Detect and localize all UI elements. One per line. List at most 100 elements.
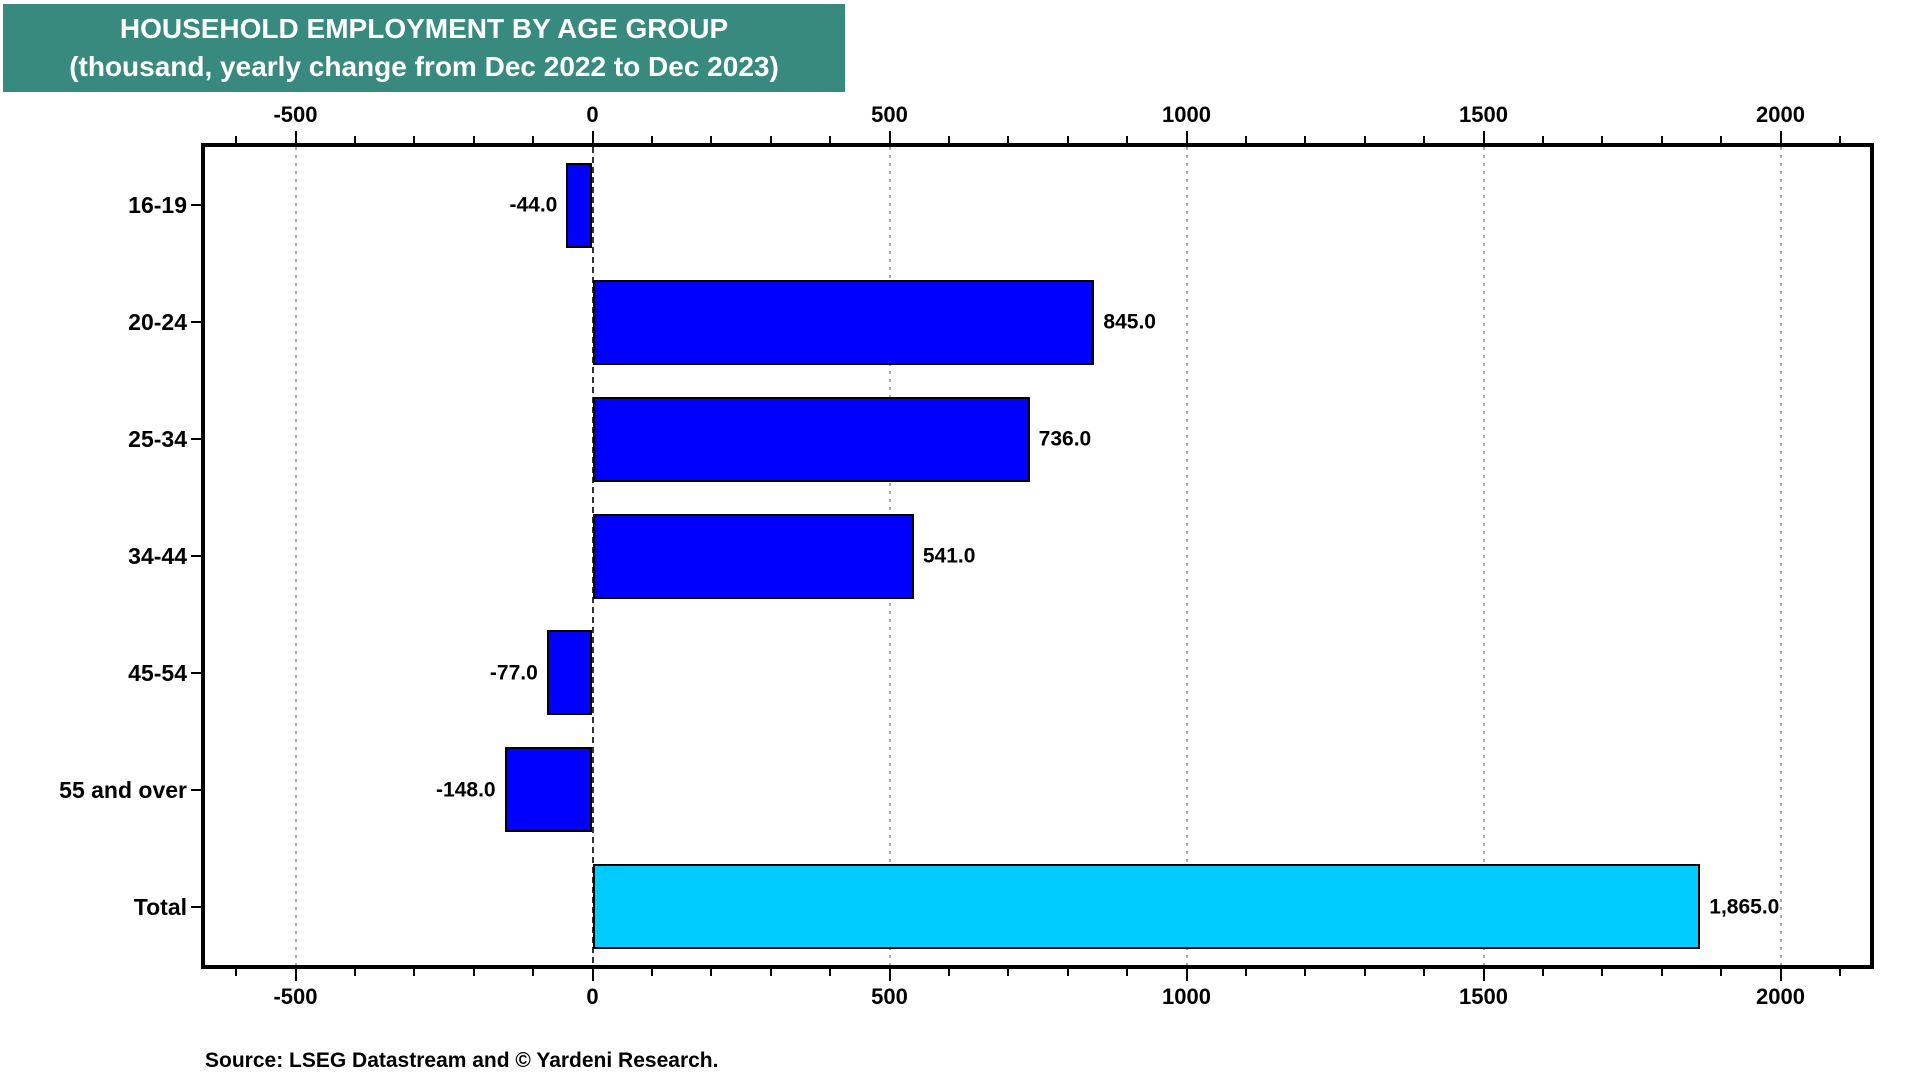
category-tick-16-19 (191, 204, 201, 207)
chart-title: HOUSEHOLD EMPLOYMENT BY AGE GROUP (119, 13, 729, 44)
top-minor-tick-400 (829, 136, 832, 143)
bottom-major-tick-0 (591, 969, 594, 981)
category-tick-55-and-over (191, 788, 201, 791)
value-label-20-24: 845.0 (1103, 310, 1156, 334)
chart-title-banner: HOUSEHOLD EMPLOYMENT BY AGE GROUP (thous… (3, 4, 845, 92)
category-label-45-54: 45-54 (128, 659, 187, 686)
bottom-minor-tick--400 (353, 969, 356, 976)
bottom-minor-tick--100 (532, 969, 535, 976)
top-major-tick-1500 (1482, 131, 1485, 143)
bottom-minor-tick-1900 (1720, 969, 1723, 976)
bottom-minor-tick-2100 (1838, 969, 1841, 976)
top-axis-label-500: 500 (871, 102, 908, 127)
bottom-minor-tick--200 (472, 969, 475, 976)
category-label-total: Total (133, 893, 187, 920)
value-label-total: 1,865.0 (1709, 895, 1780, 919)
value-label-45-54: -77.0 (489, 661, 538, 685)
top-major-tick-500 (888, 131, 891, 143)
bottom-minor-tick-800 (1066, 969, 1069, 976)
top-minor-tick-600 (947, 136, 950, 143)
bottom-minor-tick-700 (1007, 969, 1010, 976)
top-minor-tick-1300 (1363, 136, 1366, 143)
bottom-major-tick-1000 (1185, 969, 1188, 981)
bottom-axis-label-2000: 2000 (1756, 984, 1805, 1009)
value-label-55-and-over: -148.0 (436, 778, 496, 802)
top-axis-label-0: 0 (586, 102, 599, 127)
top-axis-label-1500: 1500 (1459, 102, 1508, 127)
bottom-axis-label-1500: 1500 (1459, 984, 1508, 1009)
top-axis-label-2000: 2000 (1756, 102, 1805, 127)
gridline-1500 (1482, 147, 1485, 965)
bottom-minor-tick--300 (413, 969, 416, 976)
bottom-major-tick-2000 (1779, 969, 1782, 981)
bottom-minor-tick-1200 (1304, 969, 1307, 976)
top-axis-label--500: -500 (273, 102, 318, 127)
bottom-minor-tick-1100 (1244, 969, 1247, 976)
top-minor-tick-1600 (1541, 136, 1544, 143)
bottom-axis-label-1000: 1000 (1162, 984, 1211, 1009)
top-major-tick--500 (294, 131, 297, 143)
gridline--500 (294, 147, 297, 965)
bar-20-24 (592, 279, 1095, 365)
top-major-tick-0 (591, 131, 594, 143)
category-tick-34-44 (191, 555, 201, 557)
top-minor-tick-2100 (1838, 136, 1841, 143)
top-minor-tick-1800 (1660, 136, 1663, 143)
bottom-major-tick--500 (294, 969, 297, 981)
bottom-minor-tick-1800 (1660, 969, 1663, 976)
top-minor-tick-300 (769, 136, 772, 143)
top-minor-tick-1200 (1304, 136, 1307, 143)
bottom-minor-tick-1600 (1541, 969, 1544, 976)
category-tick-total (191, 905, 201, 908)
top-minor-tick--300 (413, 136, 416, 143)
source-note: Source: LSEG Datastream and © Yardeni Re… (205, 1049, 719, 1072)
top-minor-tick--100 (532, 136, 535, 143)
bottom-major-tick-1500 (1482, 969, 1485, 981)
gridline-2000 (1779, 147, 1782, 965)
value-label-16-19: -44.0 (509, 193, 558, 217)
bar-total (592, 864, 1701, 950)
category-label-25-34: 25-34 (128, 426, 187, 453)
top-axis-label-1000: 1000 (1162, 102, 1211, 127)
bottom-minor-tick-100 (650, 969, 653, 976)
category-tick-25-34 (191, 438, 201, 441)
bar-16-19 (566, 162, 593, 248)
bottom-axis-label-500: 500 (871, 984, 908, 1009)
top-major-tick-2000 (1779, 131, 1782, 143)
category-label-55-and-over: 55 and over (59, 776, 187, 803)
bar-55-and-over (504, 747, 593, 833)
bottom-minor-tick-1400 (1423, 969, 1426, 976)
bottom-minor-tick-600 (947, 969, 950, 976)
bottom-major-tick-500 (888, 969, 891, 981)
bottom-axis-label-0: 0 (586, 984, 599, 1009)
bottom-axis-label--500: -500 (273, 984, 318, 1009)
bottom-minor-tick-300 (769, 969, 772, 976)
category-label-20-24: 20-24 (128, 309, 187, 336)
bottom-minor-tick-900 (1126, 969, 1129, 976)
bottom-minor-tick-1700 (1601, 969, 1604, 976)
category-label-34-44: 34-44 (128, 543, 187, 569)
top-minor-tick-1700 (1601, 136, 1604, 143)
top-minor-tick-1400 (1423, 136, 1426, 143)
gridline-1000 (1185, 147, 1188, 965)
top-minor-tick-200 (710, 136, 713, 143)
top-minor-tick--200 (472, 136, 475, 143)
bar-25-34 (592, 396, 1030, 482)
bottom-minor-tick-200 (710, 969, 713, 976)
category-label-16-19: 16-19 (128, 192, 187, 219)
top-minor-tick--600 (235, 136, 238, 143)
bottom-minor-tick-1300 (1363, 969, 1366, 976)
category-tick-20-24 (191, 321, 201, 324)
value-label-34-44: 541.0 (922, 544, 976, 568)
top-minor-tick-1100 (1244, 136, 1247, 143)
bar-34-44 (592, 513, 914, 599)
bar-45-54 (546, 630, 593, 716)
bottom-minor-tick-400 (829, 969, 832, 976)
top-major-tick-1000 (1185, 131, 1188, 143)
top-minor-tick-700 (1007, 136, 1010, 143)
top-minor-tick-800 (1066, 136, 1069, 143)
top-minor-tick--400 (353, 136, 356, 143)
category-tick-45-54 (191, 671, 201, 674)
bottom-minor-tick--600 (235, 969, 238, 976)
